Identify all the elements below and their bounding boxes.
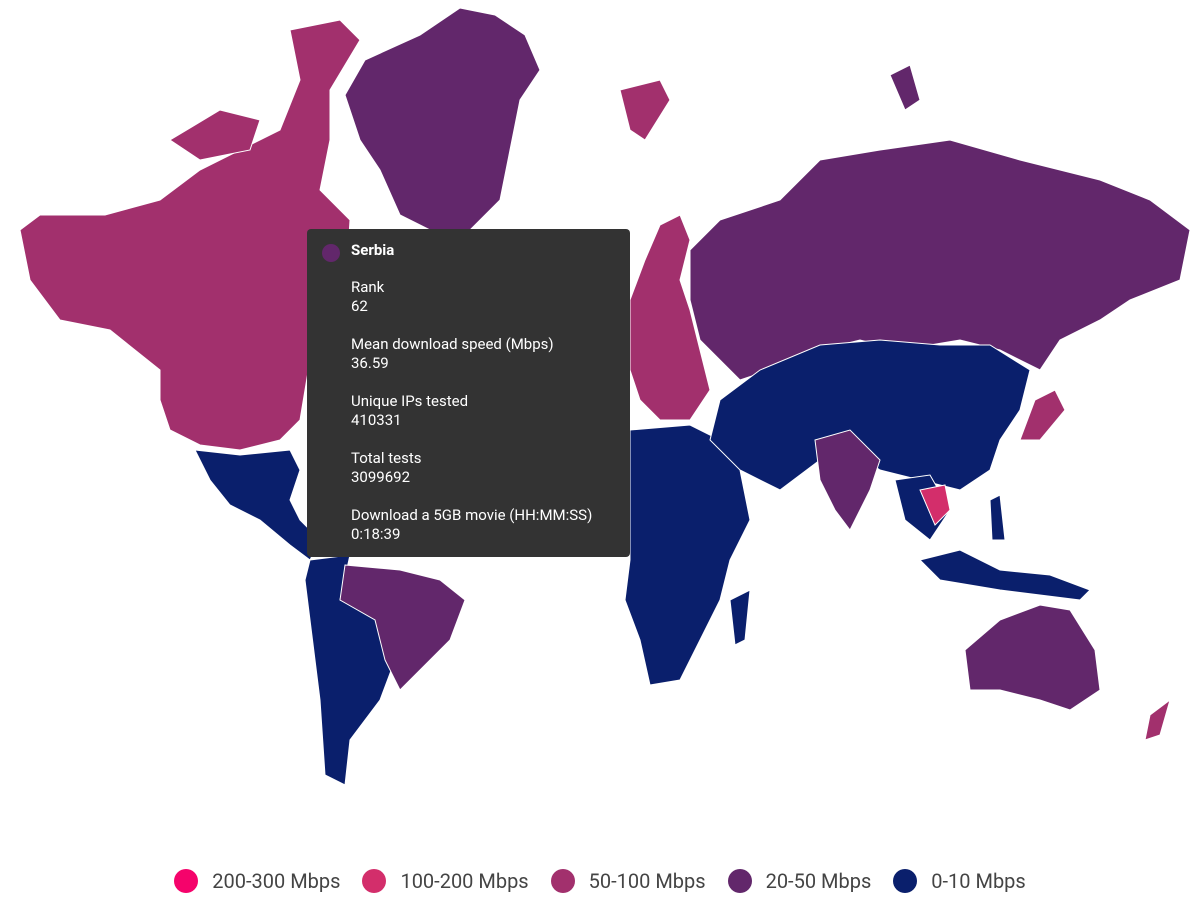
- tooltip-field: Rank 62: [351, 278, 630, 316]
- region: [964, 604, 1101, 711]
- region: [619, 79, 671, 141]
- region: [919, 549, 1091, 601]
- legend-entry: 50-100 Mbps: [550, 866, 706, 896]
- field-value: 410331: [351, 411, 402, 429]
- field-value: 62: [351, 297, 368, 315]
- region: [989, 494, 1006, 541]
- legend: 200-300 Mbps 100-200 Mbps 50-100 Mbps 20-50…: [0, 866, 1200, 896]
- region: [629, 214, 711, 421]
- region: [169, 109, 261, 161]
- region: [889, 64, 921, 111]
- field-value: 0:18:39: [351, 525, 401, 543]
- legend-swatch: [550, 869, 575, 893]
- tooltip-field: Mean download speed (Mbps) 36.59: [351, 335, 630, 373]
- field-label: Unique IPs tested: [351, 392, 469, 410]
- region: [814, 429, 881, 531]
- legend-swatch: [727, 869, 752, 893]
- tooltip-country: Serbia: [351, 241, 395, 259]
- field-label: Total tests: [351, 449, 422, 467]
- region: [689, 139, 1191, 381]
- region: [729, 589, 751, 646]
- legend-label: 0-10 Mbps: [931, 869, 1026, 893]
- region: [1019, 389, 1066, 441]
- legend-label: 100-200 Mbps: [400, 869, 529, 893]
- legend-swatch: [174, 869, 199, 893]
- legend-entry: 100-200 Mbps: [362, 866, 529, 896]
- legend-label: 50-100 Mbps: [588, 869, 706, 893]
- field-label: Mean download speed (Mbps): [351, 335, 554, 353]
- field-value: 36.59: [351, 354, 389, 372]
- region: [624, 424, 751, 686]
- field-value: 3099692: [351, 468, 411, 486]
- legend-label: 20-50 Mbps: [765, 869, 872, 893]
- world-map: [19, 7, 1191, 786]
- tooltip-dot: [322, 244, 340, 262]
- tooltip-field: Download a 5GB movie (HH:MM:SS) 0:18:39: [351, 506, 630, 544]
- field-label: Rank: [351, 278, 385, 296]
- legend-entry: 20-50 Mbps: [727, 866, 872, 896]
- region: [344, 7, 541, 231]
- legend-swatch: [893, 869, 918, 893]
- region: [919, 484, 951, 526]
- legend-label: 200-300 Mbps: [212, 869, 341, 893]
- region: [339, 564, 466, 691]
- tooltip: Serbia Rank 62 Mean download speed (Mbps) 36…: [307, 229, 630, 557]
- region: [194, 449, 321, 561]
- field-label: Download a 5GB movie (HH:MM:SS): [351, 506, 593, 524]
- tooltip-field: Unique IPs tested 410331: [351, 392, 630, 430]
- legend-swatch: [362, 869, 387, 893]
- region: [709, 339, 1031, 491]
- region: [1144, 698, 1171, 741]
- legend-entry: 0-10 Mbps: [893, 866, 1026, 896]
- tooltip-field: Total tests 3099692: [351, 449, 630, 487]
- legend-entry: 200-300 Mbps: [174, 866, 340, 896]
